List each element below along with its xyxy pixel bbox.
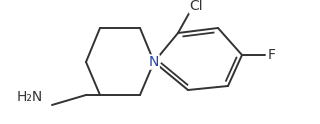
Text: F: F xyxy=(268,48,276,62)
Text: N: N xyxy=(149,55,159,69)
Text: H₂N: H₂N xyxy=(17,90,43,104)
Text: Cl: Cl xyxy=(189,0,203,13)
